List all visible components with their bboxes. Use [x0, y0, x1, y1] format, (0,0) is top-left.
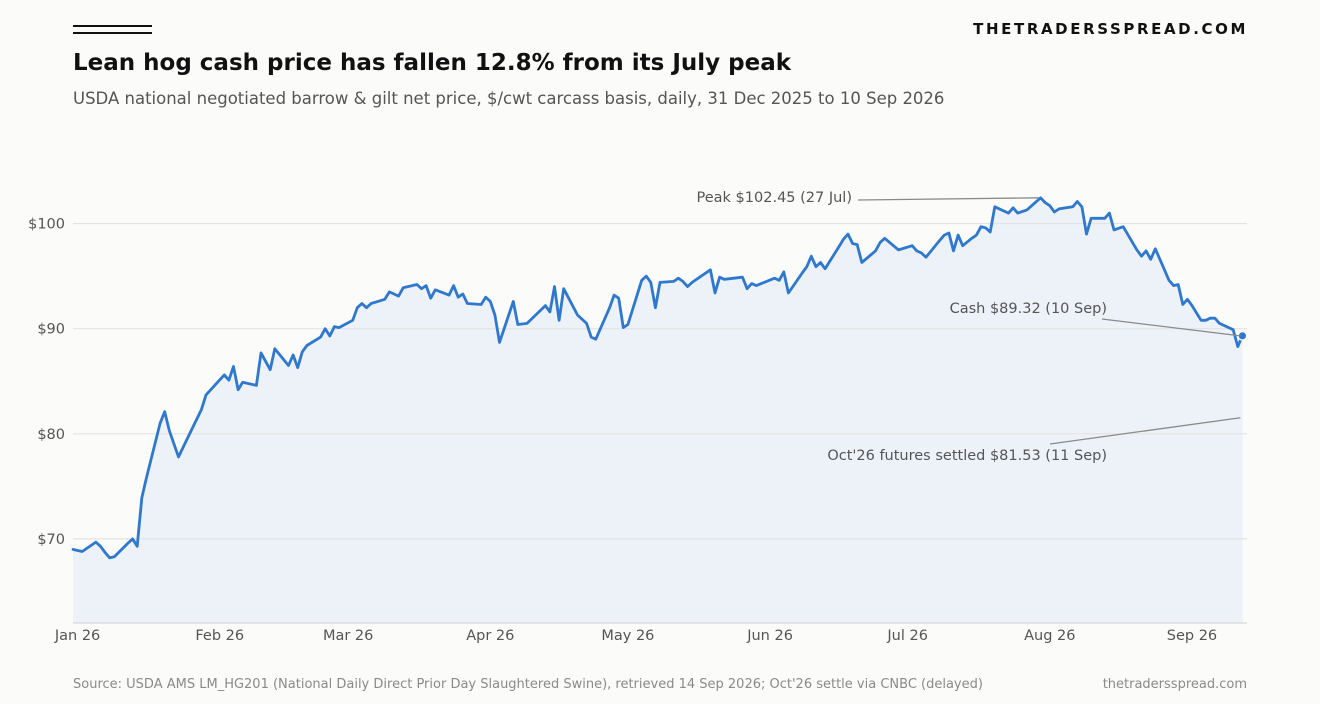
price-line	[71, 196, 1244, 560]
y-tick-label: $100	[28, 217, 65, 233]
annotation-leader-line	[857, 197, 1039, 201]
annotation-leader-line	[1101, 318, 1241, 337]
header-rule-bottom	[73, 32, 152, 34]
y-tick-label: $90	[37, 322, 65, 338]
annotation-label: Peak $102.45 (27 Jul)	[697, 190, 852, 206]
y-tick-label: $70	[37, 532, 65, 548]
x-tick-label: Sep 26	[1167, 628, 1217, 644]
x-tick-label: Aug 26	[1024, 628, 1075, 644]
x-tick-label: Mar 26	[323, 628, 373, 644]
brand-name: THETRADERSSPREAD.COM	[973, 20, 1248, 38]
chart-title: Lean hog cash price has fallen 12.8% fro…	[73, 50, 792, 76]
x-tick-label: Jun 26	[746, 628, 793, 644]
footer-site: thetradersspread.com	[1102, 677, 1247, 692]
x-tick-label: Apr 26	[466, 628, 514, 644]
x-tick-label: Feb 26	[195, 628, 244, 644]
x-tick-label: May 26	[601, 628, 654, 644]
x-tick-label: Jan 26	[54, 628, 100, 644]
header-rule-top	[73, 25, 152, 27]
chart-subtitle: USDA national negotiated barrow & gilt n…	[73, 89, 945, 108]
source-note: Source: USDA AMS LM_HG201 (National Dail…	[73, 677, 983, 692]
x-tick-label: Jul 26	[886, 628, 928, 644]
y-tick-label: $80	[37, 427, 65, 443]
annotation-label: Oct'26 futures settled $81.53 (11 Sep)	[827, 448, 1107, 464]
annotation-leader-line	[1049, 417, 1241, 445]
area-fill	[73, 197, 1243, 624]
annotation-label: Cash $89.32 (10 Sep)	[950, 301, 1107, 317]
